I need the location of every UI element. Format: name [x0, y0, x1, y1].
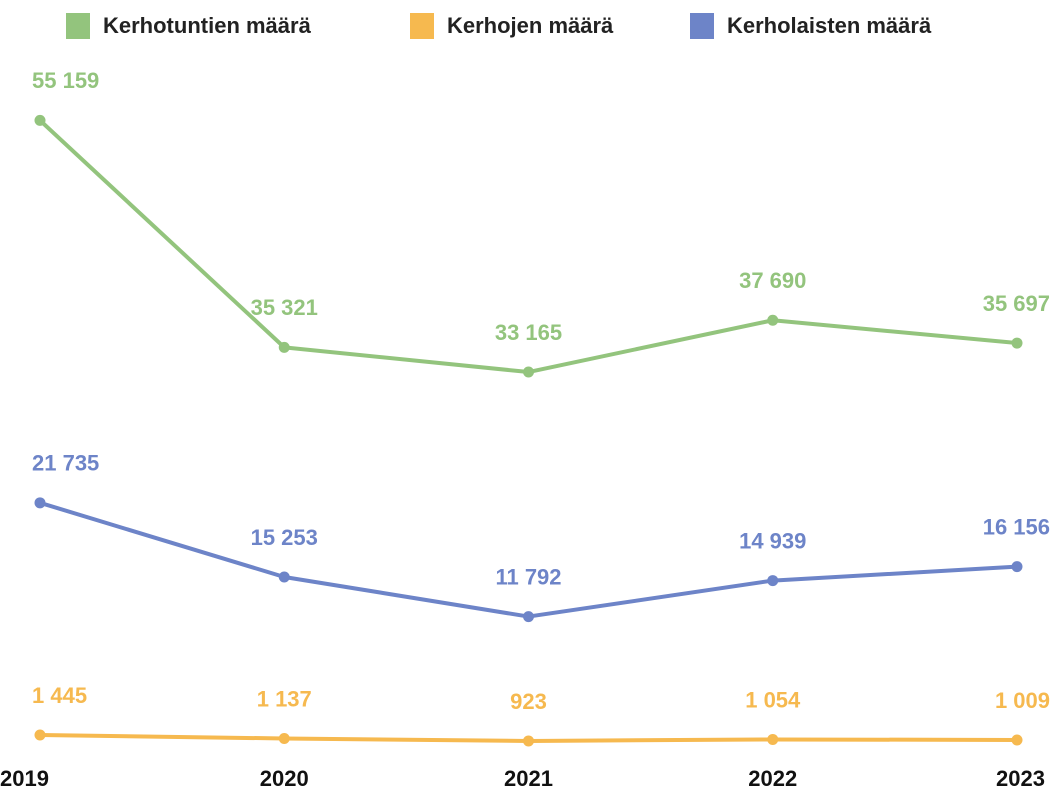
data-point	[34, 729, 46, 741]
data-point	[767, 733, 779, 745]
legend-swatch	[690, 13, 714, 39]
data-label: 14 939	[739, 528, 806, 553]
data-label: 35 697	[983, 291, 1050, 316]
data-label: 55 159	[32, 68, 99, 93]
data-label: 21 735	[32, 451, 99, 476]
legend-label: Kerholaisten määrä	[727, 13, 932, 38]
data-label: 15 253	[251, 525, 318, 550]
data-label: 11 792	[495, 564, 561, 589]
data-point	[523, 611, 534, 623]
data-point	[523, 366, 534, 378]
data-point	[34, 497, 46, 509]
data-point	[523, 735, 534, 747]
legend-swatch	[410, 13, 434, 39]
data-label: 1 054	[745, 687, 801, 712]
data-point	[278, 571, 290, 583]
data-point	[278, 341, 290, 353]
x-tick-label: 2020	[260, 766, 309, 791]
data-point	[1011, 337, 1023, 349]
data-point	[1011, 561, 1023, 573]
data-label: 35 321	[251, 295, 318, 320]
x-tick-label: 2023	[996, 766, 1045, 791]
data-point	[278, 732, 290, 744]
data-label: 37 690	[739, 268, 806, 293]
data-label: 1 137	[257, 686, 312, 711]
data-label: 16 156	[983, 514, 1050, 539]
series-line	[39, 500, 1018, 619]
x-tick-label: 2022	[748, 766, 797, 791]
data-label: 33 165	[495, 320, 562, 345]
data-point	[767, 575, 779, 587]
data-point	[1011, 734, 1023, 746]
legend-label: Kerhotuntien määrä	[103, 13, 312, 38]
data-label: 923	[510, 689, 547, 714]
data-label: 1 009	[995, 688, 1050, 713]
legend-label: Kerhojen määrä	[447, 13, 614, 38]
x-tick-label: 2021	[504, 766, 553, 791]
data-point	[767, 314, 779, 326]
legend-swatch	[66, 13, 90, 39]
x-tick-label: 2019	[0, 766, 49, 791]
data-point	[34, 114, 46, 126]
data-label: 1 445	[32, 683, 87, 708]
